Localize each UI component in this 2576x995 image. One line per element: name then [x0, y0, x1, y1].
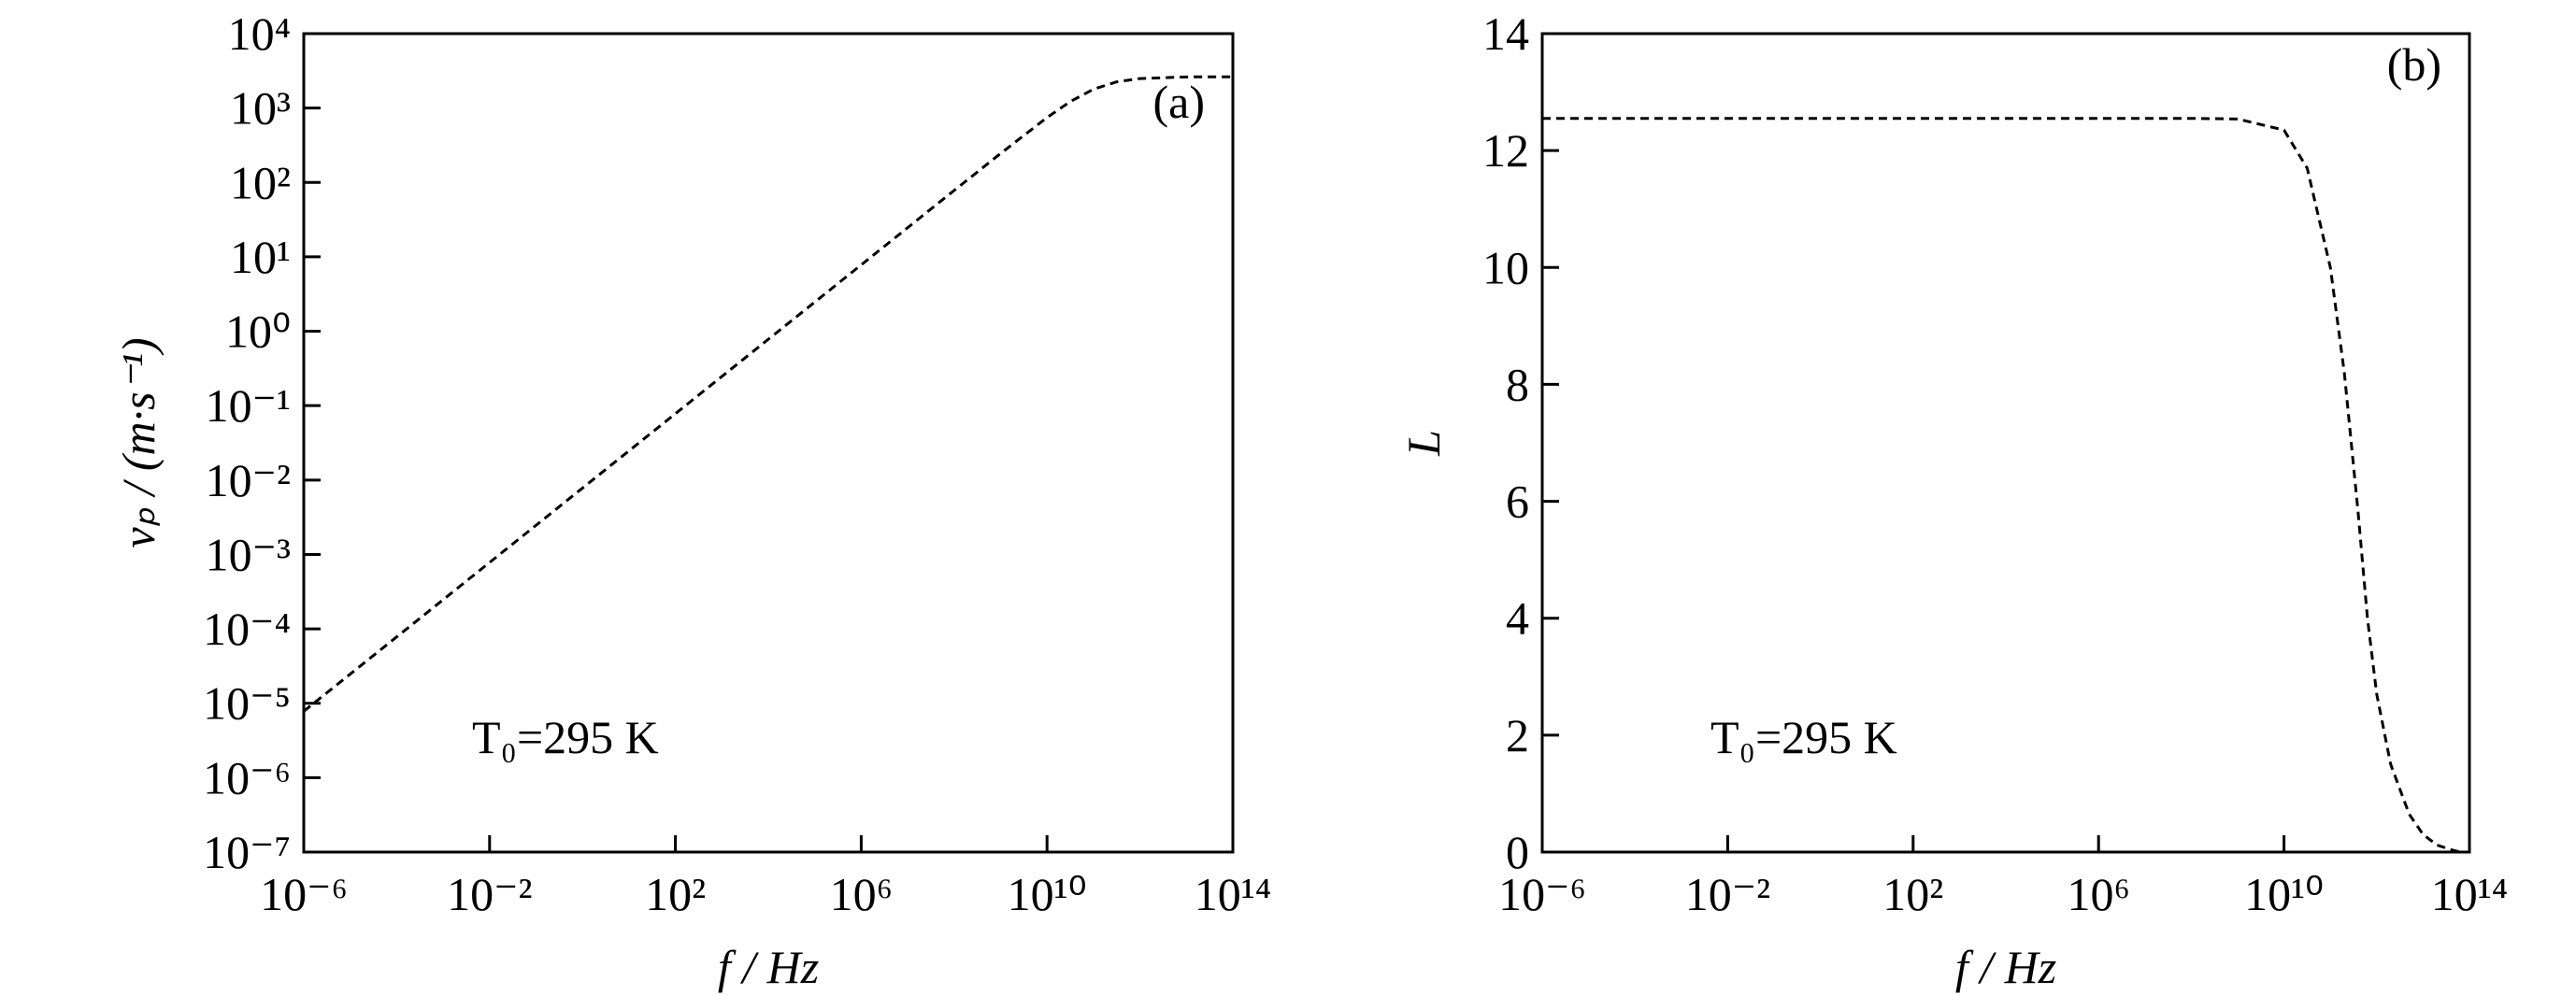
x-tick-label: 10⁶ — [830, 868, 893, 920]
x-tick-label: 10² — [645, 868, 706, 920]
x-tick-label: 10¹⁰ — [2244, 868, 2324, 920]
x-axis-label: f / Hz — [1955, 941, 2056, 993]
y-axis-label: vₚ / (m·s⁻¹) — [112, 337, 165, 547]
y-tick-label: 14 — [1482, 7, 1529, 60]
y-tick-label: 10 — [1482, 241, 1529, 293]
plot-frame — [1540, 32, 2471, 854]
data-line — [303, 75, 1234, 713]
y-tick-label: 10⁻¹ — [206, 379, 291, 432]
x-tick-label: 10⁻⁶ — [1498, 868, 1586, 920]
y-tick-label: 12 — [1482, 124, 1529, 177]
x-tick-label: 10⁻⁶ — [260, 868, 348, 920]
y-tick-label: 0 — [1506, 826, 1529, 878]
x-tick-label: 10¹⁰ — [1008, 868, 1087, 920]
y-axis-label: L — [1397, 430, 1450, 457]
y-tick-label: 2 — [1506, 709, 1529, 761]
x-tick-label: 10⁻² — [1685, 868, 1770, 920]
annotation: (a) — [1153, 76, 1206, 128]
data-line — [1542, 117, 2461, 854]
y-tick-label: 10¹ — [230, 231, 291, 283]
y-tick-label: 10² — [230, 156, 291, 208]
x-tick-label: 10⁶ — [2067, 868, 2129, 920]
y-tick-label: 10⁴ — [228, 7, 291, 60]
y-tick-label: 10⁻⁵ — [203, 677, 291, 730]
x-axis-label: f / Hz — [718, 941, 819, 993]
x-tick-label: 10¹⁴ — [2431, 868, 2508, 920]
y-tick-label: 10⁻² — [206, 454, 291, 506]
y-tick-label: 10⁻⁷ — [203, 826, 291, 878]
x-tick-label: 10¹⁴ — [1195, 868, 1271, 920]
y-tick-label: 8 — [1506, 358, 1529, 410]
y-tick-label: 10⁻³ — [206, 528, 291, 580]
y-tick-label: 10⁻⁴ — [203, 603, 291, 655]
y-tick-label: 10⁻⁶ — [203, 751, 291, 803]
plot-frame — [302, 32, 1235, 854]
x-tick-label: 10² — [1882, 868, 1943, 920]
y-tick-label: 10³ — [230, 82, 291, 135]
x-tick-label: 10⁻² — [447, 868, 532, 920]
annotation: T₀=295 K — [1710, 711, 1897, 763]
y-tick-label: 4 — [1506, 592, 1529, 645]
y-tick-label: 10⁰ — [225, 306, 291, 358]
annotation: T₀=295 K — [472, 711, 659, 763]
y-tick-label: 6 — [1506, 476, 1529, 528]
annotation: (b) — [2387, 38, 2441, 91]
